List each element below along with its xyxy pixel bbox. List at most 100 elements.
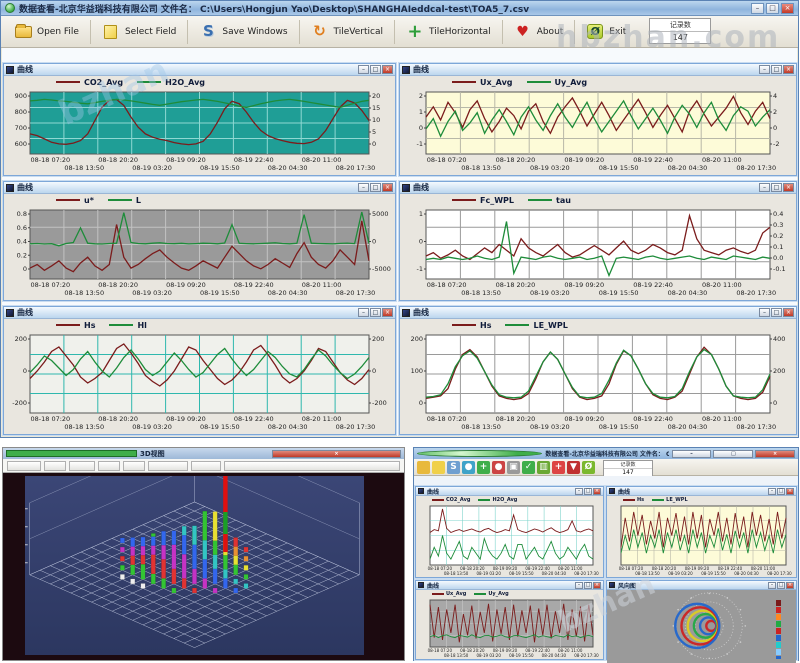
add-icon[interactable]: + [477,460,490,474]
tile-horizontal-button[interactable]: + TileHorizontal [397,18,500,46]
minimize-button[interactable]: – [751,2,764,14]
maximize-button[interactable]: □ [771,183,782,192]
select-field-icon[interactable] [432,460,445,474]
chart-legend: CO2_Avg H2O_Avg [416,496,603,504]
maximize-button[interactable]: □ [777,487,785,495]
minimize-button[interactable]: – [575,581,583,589]
chart-window-titlebar[interactable]: 曲线 – □ × [607,487,796,496]
svg-text:08-20 17:30: 08-20 17:30 [336,164,376,172]
toolbar-segment[interactable] [191,460,221,471]
chart-window-titlebar[interactable]: 曲线 – □ × [400,182,796,194]
chart-window-titlebar[interactable]: 曲线 – □ × [4,182,395,194]
save-windows-button[interactable]: S Save Windows [190,18,296,46]
exit-icon[interactable]: Ø [582,460,595,474]
close-button[interactable]: × [786,581,794,589]
chart-plot-area[interactable]: 0.8 0.6 0.4 0.2 0 5000 0 -5000 08-18 07:20 08-18 … [4,206,395,304]
chart-plot-area[interactable]: 08-18 07:20 08-18 20:20 08-19 09:20 08-19 2… [416,504,603,581]
chart-plot-area[interactable]: 08-18 07:20 08-18 20:20 08-19 09:20 08-19 2… [607,504,796,581]
minimize-button[interactable]: – [759,183,770,192]
close-button[interactable]: × [781,2,794,14]
toolbar-segment[interactable] [123,460,145,471]
toolbar-segment[interactable] [44,460,66,471]
svg-text:08-19 03:20: 08-19 03:20 [476,653,501,658]
toolbar-segment[interactable] [148,460,188,471]
legend-label: Ux_Avg [480,77,513,87]
svg-text:08-19 15:50: 08-19 15:50 [701,571,726,576]
select-field-button[interactable]: Select Field [93,18,185,46]
chart-window-titlebar[interactable]: 曲线 – □ × [416,487,603,496]
maximize-button[interactable]: □ [370,183,381,192]
chart-plot-area[interactable]: 900 800 700 600 20 15 10 5 0 08-18 07:20 08-18 20:… [4,88,395,179]
chart-window-titlebar[interactable]: 曲线 – □ × [416,581,603,590]
toolbar-segment[interactable] [224,460,400,471]
minimize-button[interactable]: – [671,449,712,458]
save-icon[interactable]: S [447,460,460,474]
shield-icon[interactable]: ▼ [567,460,580,474]
chart-window-titlebar[interactable]: 曲线 – □ × [4,64,395,76]
windrose-plot-area[interactable] [607,590,796,663]
exit-button[interactable]: Ø Exit [577,18,635,46]
close-button[interactable]: × [382,308,393,317]
svg-text:-1: -1 [417,265,423,273]
minimize-button[interactable]: – [358,65,369,74]
maximize-button[interactable]: □ [771,65,782,74]
plot3d-canvas[interactable] [15,429,364,655]
chart-plot-area[interactable]: 200 0 -200 200 0 -200 08-18 07:20 08-18 20:20 08… [4,331,395,438]
about-button[interactable]: ♥ About [505,18,573,46]
minimize-button[interactable]: – [759,308,770,317]
close-button[interactable]: × [786,487,794,495]
chart-window-titlebar[interactable]: 风向图 – □ × [607,581,796,590]
chart-plot-area[interactable]: 08-18 07:20 08-18 20:20 08-19 09:20 08-19 2… [416,598,603,663]
close-button[interactable]: × [755,449,795,458]
maximize-button[interactable]: □ [777,581,785,589]
close-button[interactable]: × [783,183,794,192]
maximize-button[interactable]: □ [766,2,779,14]
chart-legend: CO2_Avg H2O_Avg [4,76,395,88]
chart-window-titlebar[interactable]: 曲线 – □ × [4,307,395,319]
close-button[interactable]: × [783,65,794,74]
chart-icon[interactable]: ▥ [537,460,550,474]
open-file-icon[interactable] [417,460,430,474]
close-button[interactable]: × [783,308,794,317]
tile-vertical-button[interactable]: ↻ TileVertical [302,18,392,46]
minimize-button[interactable]: – [575,487,583,495]
maximize-button[interactable]: □ [370,65,381,74]
close-button[interactable]: × [593,487,601,495]
close-button[interactable]: × [382,65,393,74]
close-button[interactable]: × [382,183,393,192]
toolbar-segment[interactable] [7,460,41,471]
check-icon[interactable]: ✓ [522,460,535,474]
plus-red-icon[interactable]: + [552,460,565,474]
maximize-button[interactable]: □ [713,449,754,458]
open-file-button[interactable]: Open File [5,18,88,46]
viewer3d-titlebar[interactable]: 3D视图 × [3,448,404,459]
legend-swatch [452,199,476,201]
minimize-button[interactable]: – [358,183,369,192]
maximize-button[interactable]: □ [370,308,381,317]
main-titlebar[interactable]: 数据查看-北京华益瑞科技有限公司 文件名： C:\Users\Hongjun Y… [1,1,798,16]
chart-window-titlebar[interactable]: 曲线 – □ × [400,64,796,76]
toolbar-segment[interactable] [98,460,120,471]
snapshot-icon[interactable]: ▣ [507,460,520,474]
maximize-button[interactable]: □ [584,581,592,589]
maximize-button[interactable]: □ [771,308,782,317]
maximize-button[interactable]: □ [584,487,592,495]
svg-text:08-18 13:50: 08-18 13:50 [461,289,501,297]
close-button[interactable]: × [272,449,401,458]
chart-plot-area[interactable]: 200 100 0 400 200 0 08-18 07:20 08-18 20:20 08-1… [400,331,796,438]
legend-swatch [432,499,444,501]
minimize-button[interactable]: – [768,581,776,589]
secondary-titlebar[interactable]: 数据查看-北京华益瑞科技有限公司 文件名： C:\Users\Hongjun Y… [414,448,798,459]
minimize-button[interactable]: – [358,308,369,317]
chart-plot-area[interactable]: 2 1 0 -1 4 2 0 -2 08-18 07:20 08-18 20:20 08-19 09… [400,88,796,179]
chart-legend: Ux_Avg Uy_Avg [400,76,796,88]
globe-icon[interactable]: ● [462,460,475,474]
minimize-button[interactable]: – [759,65,770,74]
toolbar-segment[interactable] [69,460,95,471]
about-icon[interactable]: ● [492,460,505,474]
svg-text:-0.1: -0.1 [773,265,786,273]
close-button[interactable]: × [593,581,601,589]
chart-window-titlebar[interactable]: 曲线 – □ × [400,307,796,319]
minimize-button[interactable]: – [768,487,776,495]
chart-plot-area[interactable]: 1 0 -1 0.4 0.3 0.2 0.1 0.0 -0.1 08-18 07:20 08-18 … [400,206,796,304]
